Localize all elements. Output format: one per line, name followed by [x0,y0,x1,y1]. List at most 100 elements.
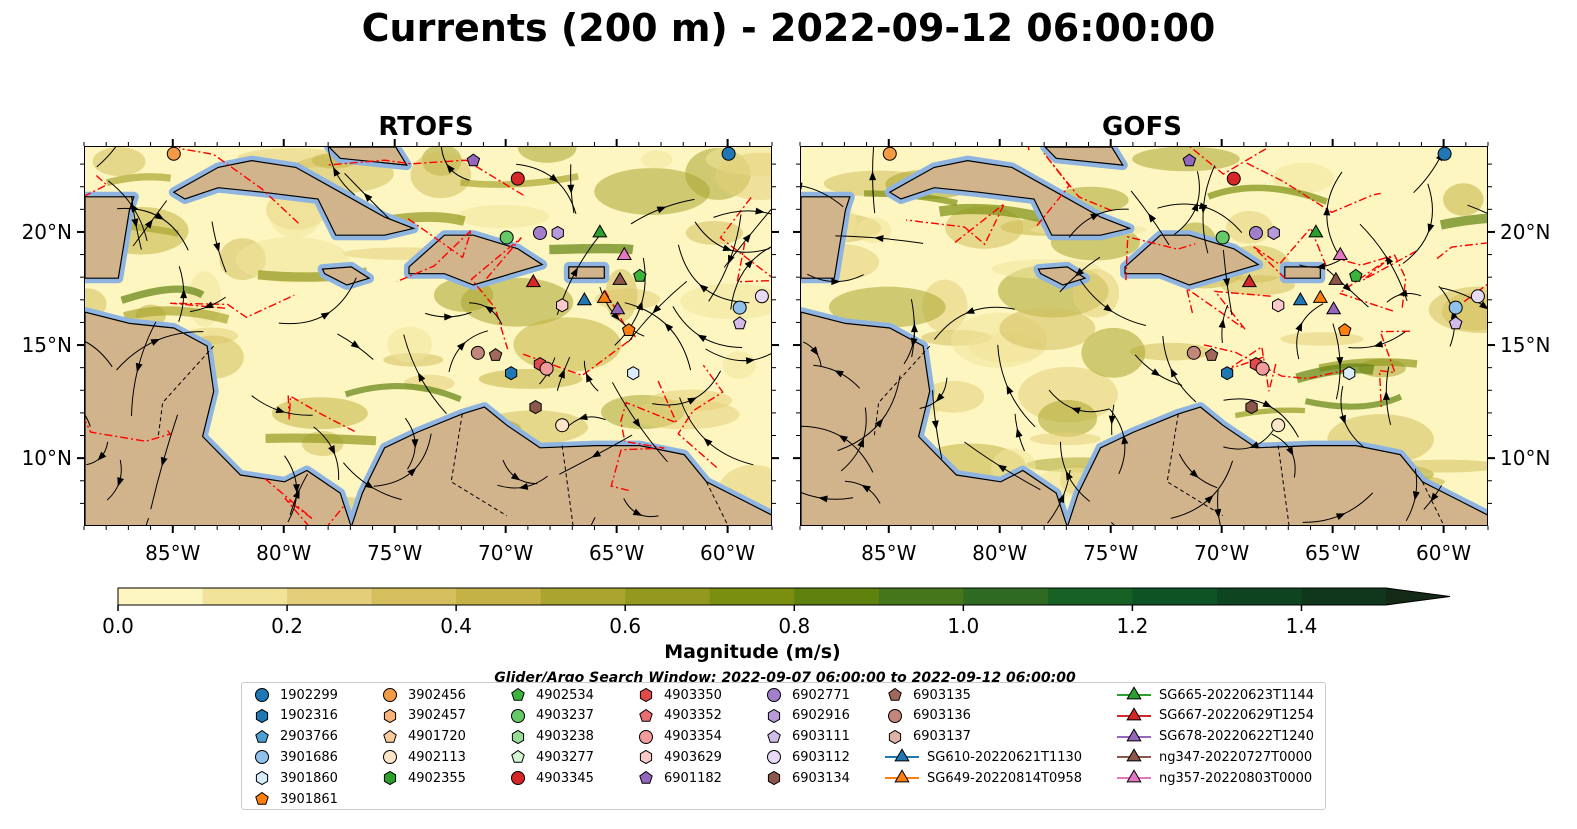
platform-marker [466,153,481,167]
legend-marker-icon [639,729,653,744]
legend-item: ng347-20220727T0000 [1117,747,1312,767]
legend-marker-icon [1117,686,1151,700]
legend-marker-icon [885,748,919,762]
legend-item: 4902355 [380,768,466,788]
platform-marker [1248,225,1263,240]
colorbar-tick-label: 0.8 [778,614,810,638]
legend-marker [894,748,910,762]
legend-item: ng357-20220803T0000 [1117,768,1312,788]
legend-label: 4903629 [664,749,722,765]
legend-label: 3901686 [280,749,338,765]
platform-marker [1271,418,1286,433]
colorbar-label: Magnitude (m/s) [664,641,841,663]
platform-marker [555,418,570,433]
platform-marker [1267,225,1280,241]
legend-marker-icon [383,771,397,786]
legend-marker [639,708,653,722]
platform-marker [510,171,525,186]
legend-item: 4903345 [508,768,594,788]
legend-item: 3901861 [252,789,338,809]
colorbar-tick-label: 0.4 [440,614,472,638]
legend-item: 4903277 [508,747,594,767]
legend-label: 6902916 [792,708,850,724]
platform-marker [732,300,747,315]
streamlines [85,147,771,525]
legend-label: SG665-20220623T1144 [1159,687,1315,703]
platform-marker [610,301,626,315]
platform-marker [754,289,769,304]
map-panel-rtofs[interactable] [84,146,772,526]
platform-marker [1437,147,1452,161]
colorbar-extend-arrow [1386,588,1450,605]
legend-marker [383,750,397,765]
legend-marker-icon [383,688,397,702]
legend-marker [511,729,525,744]
colorbar-segment [202,588,288,605]
legend-marker [383,688,397,702]
country-borders [157,345,729,525]
platform-marker [1448,316,1463,330]
legend-item: 6903137 [885,727,971,747]
legend-marker-icon [383,750,397,765]
platform-marker [622,323,636,336]
map-panel-gofs[interactable] [800,146,1488,526]
platform-marker [1338,323,1352,336]
panel-title-gofs: GOFS [1102,112,1182,142]
legend-marker [511,771,525,786]
legend-item: SG678-20220622T1240 [1117,727,1314,747]
legend-marker-icon [888,729,902,744]
platform-marker [1343,366,1356,381]
legend-marker [255,750,269,765]
legend-marker [639,729,653,744]
legend-label: 3901861 [280,791,338,807]
legend-label: 4903238 [536,729,594,745]
legend-marker-icon [1117,727,1151,741]
legend-item: 4903354 [636,727,722,747]
colorbar-segment [1216,588,1302,605]
legend-item: 3902456 [380,685,466,705]
legend: 1902299 1902316 2903766 3901686 3901860 39018… [241,682,1326,810]
platform-marker [525,273,541,288]
legend-item: 4901720 [380,727,466,747]
legend-label: SG649-20220814T0958 [927,770,1083,786]
platform-marker [1204,347,1219,361]
colorbar: 0.0 0.2 0.4 0.6 0.8 1.0 1.2 1.4 [102,587,1451,638]
colorbar-segment [540,588,626,605]
legend-marker [255,708,269,723]
legend-item: SG667-20220629T1254 [1117,706,1314,726]
legend-item: 6903111 [764,727,850,747]
legend-marker [888,687,902,701]
legend-item: 6903135 [885,685,971,705]
legend-marker-icon [885,769,919,783]
legend-label: 6903136 [913,708,971,724]
colorbar-tick-label: 1.4 [1286,614,1318,638]
colorbar-tick-label: 0.2 [271,614,303,638]
legend-label: 4902534 [536,687,594,703]
platform-marker [529,400,542,415]
legend-label: 6903112 [792,749,850,765]
legend-marker-icon [255,708,269,723]
platform-marker [1255,361,1270,376]
legend-label: 1902299 [280,687,338,703]
legend-label: 6903134 [792,770,850,786]
legend-marker-icon [767,729,781,743]
legend-marker-icon [511,687,525,701]
legend-marker-icon [888,687,902,701]
legend-marker [894,769,910,783]
platform-marker [1272,298,1285,313]
platform-marker [1245,400,1258,415]
country-borders [873,345,1445,525]
legend-marker [1126,769,1142,783]
legend-marker [511,750,525,764]
platform-marker [539,361,554,376]
legend-marker [639,750,653,765]
legend-marker-icon [511,729,525,744]
legend-label: 6901182 [664,770,722,786]
platform-marker [1312,289,1328,303]
legend-item: 1902299 [252,685,338,705]
platform-marker [532,225,547,240]
legend-marker-icon [639,687,653,703]
platform-marker [596,289,612,303]
legend-item: 4902534 [508,685,594,705]
landmass [85,147,771,525]
